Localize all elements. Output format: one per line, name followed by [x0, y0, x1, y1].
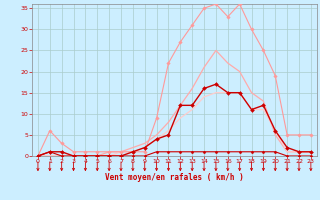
X-axis label: Vent moyen/en rafales ( km/h ): Vent moyen/en rafales ( km/h ) [105, 173, 244, 182]
